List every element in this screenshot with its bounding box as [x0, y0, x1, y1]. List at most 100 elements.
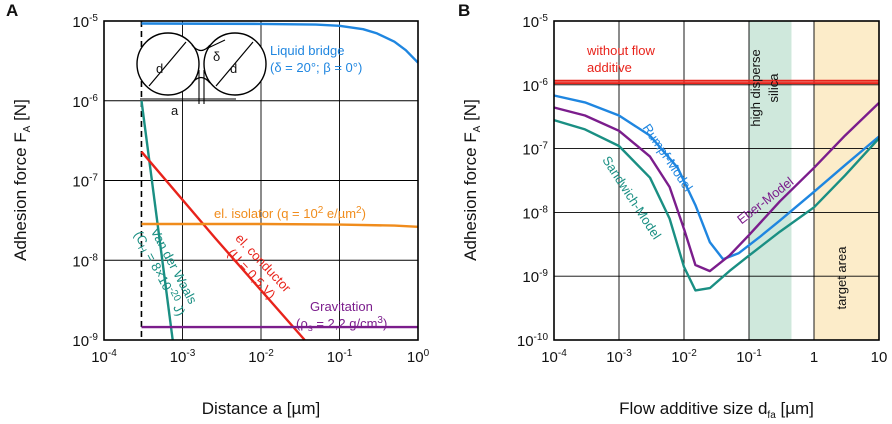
- panel-b-ytick-label-base: 10: [522, 269, 539, 286]
- panel-b-xtick-label: 10-1: [736, 348, 762, 366]
- panel-b-ytick-label-exp: -10: [534, 332, 549, 343]
- sphere-inset: d dδa: [136, 32, 267, 118]
- y-label-sub: A: [22, 125, 33, 132]
- van-der-waals-line: [140, 100, 174, 341]
- el-isolator-label: el. isolator (q = 102 e/µm2): [214, 205, 366, 221]
- panel-a-ytick-label-exp: -7: [89, 173, 98, 184]
- panel-b-xtick-label-exp: -1: [753, 348, 762, 359]
- panel-a-xtick-label-exp: -1: [343, 348, 352, 359]
- panel-a-xtick-label: 100: [407, 348, 430, 366]
- right-diameter-arrow: [215, 41, 254, 87]
- panel-b-ytick-label: 10-7: [522, 141, 548, 159]
- panel-a-xtick-label-base: 10: [407, 349, 424, 366]
- x-label-main: Flow additive size d: [619, 399, 767, 418]
- panel-a-xtick-label-exp: -4: [108, 348, 117, 359]
- panel-b-ytick-label-exp: -6: [539, 77, 548, 88]
- panel-b-ytick-label-base: 10: [522, 14, 539, 31]
- sandwich-model-line: [553, 118, 880, 292]
- left-d-label: d: [156, 61, 163, 76]
- panel-a-xtick-label-base: 10: [248, 349, 265, 366]
- panel-b: B10-4 10-3 10-2 10-1 1 1010-1010-910-810-710-…: [458, 1, 887, 421]
- panel-b-letter: B: [458, 1, 470, 20]
- panel-a-xtick-label-base: 10: [91, 349, 108, 366]
- bridge-top: [191, 44, 211, 52]
- iso-sup: 2: [356, 205, 362, 216]
- liquid-bridge-line: [141, 22, 419, 64]
- grav-sub: s: [308, 323, 313, 334]
- panel-a-y-axis-label: Adhesion force FA [N]: [11, 99, 33, 261]
- panel-b-xtick-label-base: 10: [541, 349, 558, 366]
- gap-a-label: a: [171, 103, 179, 118]
- panel-a: A10-4 10-3 10-2 10-1 10010-910-810-710-610-5…: [6, 1, 430, 418]
- panel-b-xtick-label: 10-2: [671, 348, 697, 366]
- left-diameter-arrow: [148, 41, 187, 87]
- grav-part: = 2,2 g/cm: [313, 316, 378, 331]
- panel-a-ytick-label: 10-9: [72, 332, 98, 350]
- panel-a-ytick-label: 10-5: [72, 13, 98, 31]
- target-area-region: [814, 21, 879, 340]
- panel-a-x-axis-label: Distance a [µm]: [202, 399, 320, 418]
- panel-a-ytick-label: 10-6: [72, 93, 98, 111]
- sandwich-model-label: Sandwich-Model: [599, 153, 664, 242]
- panel-a-letter: A: [6, 1, 18, 20]
- sandwich-label-group: Sandwich-Model: [599, 153, 664, 242]
- el-isolator-line: [141, 222, 419, 228]
- rumpf-model-line: [553, 94, 880, 261]
- panel-b-ytick-label: 10-8: [522, 204, 548, 222]
- panel-a-ytick-label-base: 10: [72, 174, 89, 191]
- right-d-label: d: [230, 61, 237, 76]
- panel-a-xtick-label-exp: -2: [265, 348, 274, 359]
- liquid-bridge-params: (δ = 20°; β = 0°): [270, 60, 362, 75]
- panel-a-ytick-label-exp: -6: [89, 93, 98, 104]
- high-disperse-silica-region: [749, 21, 792, 340]
- panel-b-y-axis-label: Adhesion force FA [N]: [461, 99, 483, 261]
- target-area-label-group: target area: [834, 246, 849, 310]
- angle-arrow: [207, 39, 226, 49]
- panel-a-ytick-label-base: 10: [72, 253, 89, 270]
- panel-b-xtick-label-exp: -2: [688, 348, 697, 359]
- y-label-sub: A: [472, 125, 483, 132]
- grav-part: (ρ: [296, 316, 308, 331]
- gravitation-params: (ρs = 2,2 g/cm3): [296, 315, 387, 334]
- vdw-sub: H: [135, 244, 148, 256]
- without-flow-label-2: additive: [587, 60, 632, 75]
- panel-a-xtick-label: 10-4: [91, 348, 117, 366]
- panel-a-xtick-label: 10-2: [248, 348, 274, 366]
- panel-b-x-axis-label: Flow additive size dfa [µm]: [619, 399, 814, 421]
- y-label-unit: [N]: [11, 99, 30, 125]
- panel-b-ytick-label: 10-6: [522, 77, 548, 95]
- silica-label-2: silica: [766, 73, 781, 103]
- panel-a-ytick-label-base: 10: [72, 333, 89, 350]
- iso-part: e/µm: [323, 206, 356, 221]
- target-area-label: target area: [834, 246, 849, 310]
- panel-b-ytick-label-exp: -8: [539, 204, 548, 215]
- panel-b-ytick-label: 10-9: [522, 268, 548, 286]
- x-label-sub: fa: [767, 410, 776, 421]
- panel-b-xtick-label-exp: -4: [558, 348, 567, 359]
- panel-a-xtick-label-exp: 0: [424, 348, 430, 359]
- without-flow-label: without flow: [586, 43, 656, 58]
- iso-part: el. isolator (q = 10: [214, 206, 318, 221]
- panel-a-ytick-label-base: 10: [72, 14, 89, 31]
- eber-model-line: [553, 102, 880, 273]
- el-conductor-line: [140, 150, 306, 341]
- panel-a-ytick-label: 10-7: [72, 173, 98, 191]
- gravitation-label: Gravitation: [310, 299, 373, 314]
- liquid-bridge-label: Liquid bridge: [270, 43, 344, 58]
- panel-b-xtick-label: 1: [810, 349, 818, 366]
- panel-b-xtick-label: 10: [871, 349, 888, 366]
- panel-a-xtick-label-base: 10: [170, 349, 187, 366]
- y-label-unit: [N]: [461, 99, 480, 125]
- panel-b-xtick-label-base: 10: [871, 349, 888, 366]
- panel-b-ytick-label: 10-10: [517, 332, 549, 350]
- delta-label: δ: [213, 49, 220, 64]
- y-label-main: Adhesion force F: [11, 132, 30, 261]
- panel-b-ytick-label-base: 10: [522, 142, 539, 159]
- x-label-unit: [µm]: [776, 399, 814, 418]
- van-der-waals-label-group: Van der Waals(CH = 8×10-20 J): [131, 225, 200, 318]
- el-conductor-label-group: el. conductor(U = 0,5 V): [225, 231, 295, 302]
- iso-part: ): [362, 206, 366, 221]
- y-label-main: Adhesion force F: [461, 132, 480, 261]
- panel-b-xtick-label-base: 10: [671, 349, 688, 366]
